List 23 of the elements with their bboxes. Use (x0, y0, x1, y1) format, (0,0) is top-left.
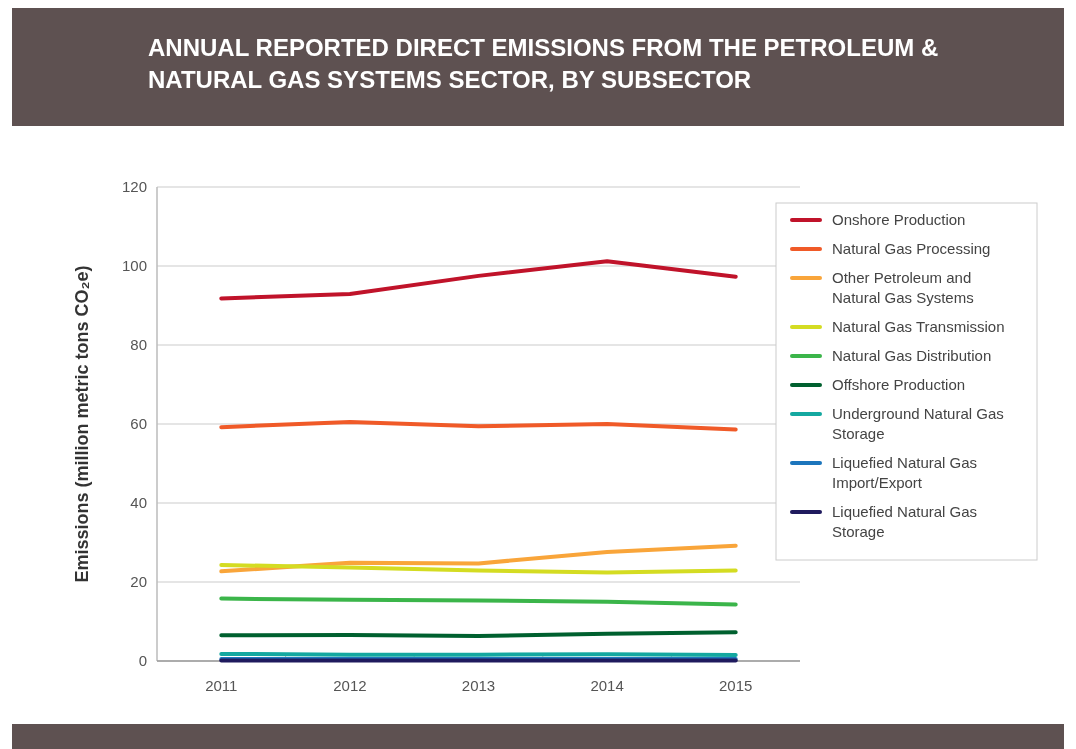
y-tick-label: 100 (121, 257, 147, 275)
x-tick-label: 2014 (590, 677, 624, 694)
legend-label: Liquefied Natural Gas Storage (832, 503, 978, 540)
legend-label: Liquefied Natural Gas Import/Export (832, 454, 978, 491)
legend-label: Offshore Production (832, 376, 966, 393)
x-tick-label: 2015 (719, 677, 753, 694)
y-tick-label: 40 (130, 494, 147, 512)
y-tick-label: 0 (138, 652, 147, 670)
y-tick-label: 80 (130, 336, 147, 354)
chart-title: ANNUAL REPORTED DIRECT EMISSIONS FROM THE PETROLEUM & NATURAL GAS SYSTEMS SECTOR, BY SUBSECTOR (148, 34, 939, 93)
legend-label: Onshore Production (832, 211, 966, 228)
y-tick-label: 20 (130, 573, 147, 591)
legend-label: Underground Natural Gas Storage (832, 405, 1004, 442)
y-axis-title: Emissions (million metric tons CO₂e) (72, 265, 92, 583)
legend-label: Natural Gas Distribution (832, 347, 992, 364)
legend-label: Natural Gas Processing (832, 240, 991, 257)
legend-label: Other Petroleum and Natural Gas Systems (832, 269, 974, 306)
x-tick-label: 2011 (205, 677, 238, 694)
x-tick-label: 2012 (333, 677, 367, 694)
y-tick-label: 60 (130, 415, 147, 433)
y-tick-label: 120 (121, 178, 147, 196)
x-tick-label: 2013 (461, 677, 496, 694)
legend-label: Natural Gas Transmission (832, 318, 1005, 335)
